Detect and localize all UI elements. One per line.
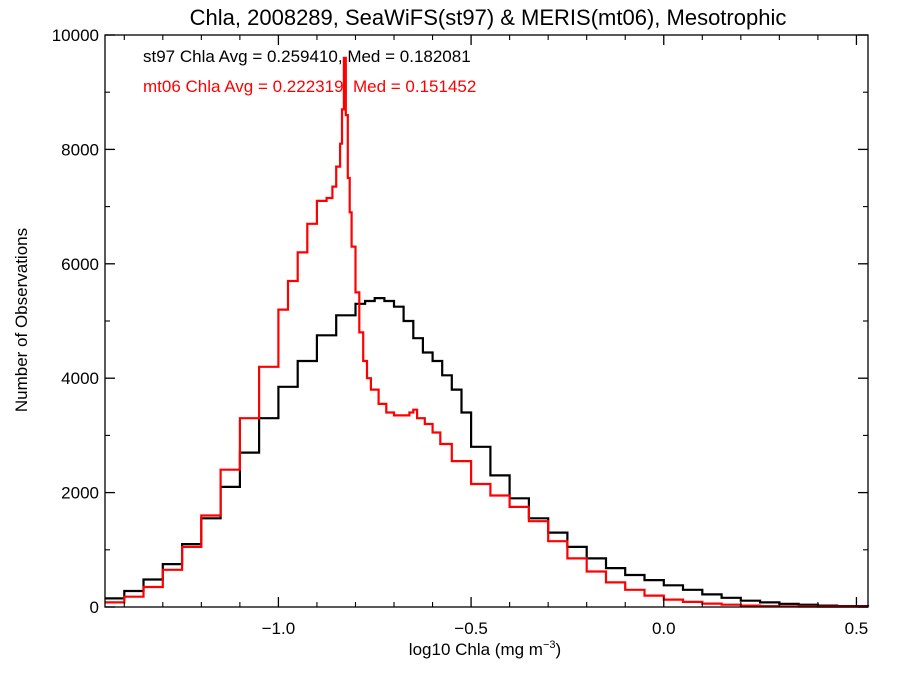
x-tick-label: −1.0: [262, 619, 296, 638]
y-tick-label: 10000: [52, 26, 99, 45]
x-tick-label: −0.5: [454, 619, 488, 638]
axes-layer: −1.0 −0.5 0.0 0.5 0 2000 4000 6000 8000 10000: [52, 26, 869, 638]
annotation-layer: st97 Chla Avg = 0.259410, Med = 0.182081…: [143, 47, 476, 96]
x-axis-label-main: log10 Chla (mg m: [409, 640, 543, 659]
x-axis-label-superscript: −3: [543, 639, 556, 651]
stats-annotation-1: st97 Chla Avg = 0.259410, Med = 0.182081: [143, 47, 471, 66]
x-axis-label: log10 Chla (mg m−3): [409, 639, 561, 659]
x-axis-label-close: ): [556, 640, 562, 659]
y-tick-label: 4000: [61, 369, 99, 388]
y-tick-label: 6000: [61, 255, 99, 274]
x-tick-label: 0.0: [652, 619, 676, 638]
y-tick-label: 8000: [61, 140, 99, 159]
series-line-2: [105, 56, 868, 608]
plot-frame: [104, 34, 869, 608]
y-tick-label: 2000: [61, 484, 99, 503]
series-layer: [105, 56, 870, 608]
y-axis-label: Number of Observations: [12, 228, 31, 412]
chart-title: Chla, 2008289, SeaWiFS(st97) & MERIS(mt0…: [190, 5, 787, 30]
y-tick-label: 0: [90, 598, 99, 617]
x-tick-label: 0.5: [845, 619, 869, 638]
series-line-1: [105, 297, 870, 608]
stats-annotation-2: mt06 Chla Avg = 0.222319, Med = 0.151452: [143, 77, 476, 96]
